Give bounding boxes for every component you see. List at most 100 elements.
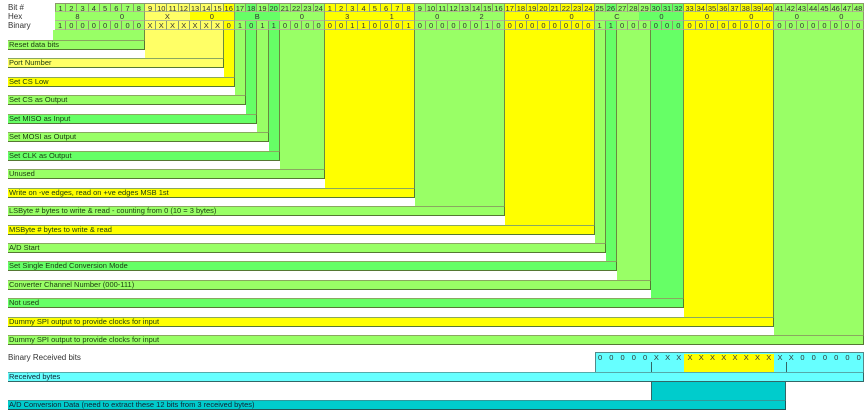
field-label-bar: Set CS Low xyxy=(8,76,235,87)
bit-number-cell: 7 xyxy=(122,3,134,13)
binary-cell: 0 xyxy=(302,21,314,30)
binary-cell: 0 xyxy=(830,21,842,30)
bit-number-cell: 37 xyxy=(729,3,741,13)
binary-cell: 0 xyxy=(751,21,764,30)
binary-cell: 0 xyxy=(650,21,662,30)
received-bit-cell: 0 xyxy=(631,353,636,362)
bit-number-cell: 33 xyxy=(684,3,696,13)
bit-number-cell: 1 xyxy=(324,3,336,13)
binary-cell: 0 xyxy=(549,21,561,30)
received-bit-cell: 0 xyxy=(800,353,805,362)
binary-cell: 0 xyxy=(661,21,674,30)
binary-cell: 0 xyxy=(673,21,685,30)
field-column xyxy=(257,3,269,143)
hex-cell: 3 xyxy=(324,12,370,21)
bit-number-cell: 28 xyxy=(628,3,640,13)
field-label-bar: Set MISO as Input xyxy=(8,113,258,124)
field-column xyxy=(246,3,258,124)
bit-number-cell: 16 xyxy=(223,3,235,13)
binary-cell: 0 xyxy=(369,21,381,30)
binary-cell: 1 xyxy=(234,21,247,30)
received-bit-cell: X xyxy=(777,353,783,362)
binary-cell: 0 xyxy=(560,21,573,30)
received-bit-cell: 0 xyxy=(834,353,839,362)
field-column xyxy=(268,3,280,161)
binary-cell: 1 xyxy=(403,21,415,30)
binary-cell: 0 xyxy=(684,21,696,30)
received-bit-cell: X xyxy=(698,353,704,362)
received-highlight xyxy=(684,354,775,372)
received-bit-cell: X xyxy=(665,353,671,362)
binary-cell: 0 xyxy=(504,21,516,30)
bit-number-cell: 23 xyxy=(572,3,584,13)
field-label-bar: Dummy SPI output to provide clocks for i… xyxy=(8,316,775,327)
bit-number-cell: 11 xyxy=(167,3,179,13)
binary-cell: 0 xyxy=(470,21,483,30)
bit-number-cell: 9 xyxy=(414,3,426,13)
hex-cell: 0 xyxy=(99,12,145,21)
binary-cell: 0 xyxy=(583,21,595,30)
binary-cell: 0 xyxy=(628,21,640,30)
binary-cell: 0 xyxy=(527,21,539,30)
binary-cell: X xyxy=(178,21,190,30)
binary-cell: 1 xyxy=(55,21,67,30)
binary-cell: 1 xyxy=(358,21,370,30)
bit-number-cell: 48 xyxy=(853,3,865,13)
field-label-bar: Write on -ve edges, read on +ve edges MS… xyxy=(8,187,415,198)
hex-cell: X xyxy=(144,12,190,21)
field-column xyxy=(234,3,247,106)
binary-cell: 0 xyxy=(841,21,854,30)
bit-number-cell: 35 xyxy=(706,3,719,13)
binary-cell: 0 xyxy=(425,21,438,30)
bit-number-cell: 19 xyxy=(257,3,269,13)
bit-number-cell: 12 xyxy=(178,3,190,13)
received-bytes-bar: Received bytes xyxy=(8,372,865,382)
bit-number-cell: 13 xyxy=(189,3,202,13)
bit-number-cell: 23 xyxy=(302,3,314,13)
binary-cell: 0 xyxy=(796,21,809,30)
bit-number-cell: 34 xyxy=(695,3,707,13)
field-label-bar: LSByte # bytes to write & read - countin… xyxy=(8,206,505,217)
received-bit-cell: X xyxy=(653,353,659,362)
field-label-bar: MSByte # bytes to write & read xyxy=(8,224,595,235)
received-bit-cell: 0 xyxy=(822,353,828,362)
bit-number-cell: 18 xyxy=(515,3,528,13)
hex-cell: 0 xyxy=(729,12,775,21)
binary-cell: 0 xyxy=(122,21,134,30)
bit-number-cell: 6 xyxy=(111,3,123,13)
hex-cell: 0 xyxy=(684,12,730,21)
binary-cell: 0 xyxy=(774,21,786,30)
bit-number-cell: 21 xyxy=(549,3,561,13)
received-bit-cell: 0 xyxy=(620,353,625,362)
bit-number-cell: 6 xyxy=(380,3,393,13)
binary-cell: 0 xyxy=(392,21,404,30)
binary-cell: 1 xyxy=(347,21,359,30)
field-label-bar: Set Single Ended Conversion Mode xyxy=(8,261,617,272)
bit-number-cell: 15 xyxy=(482,3,494,13)
hex-cell: 1 xyxy=(369,12,415,21)
binary-cell: 0 xyxy=(639,21,651,30)
bit-number-cell: 29 xyxy=(639,3,651,13)
binary-cell: 0 xyxy=(414,21,426,30)
binary-cell: 1 xyxy=(268,21,280,30)
bit-number-cell: 4 xyxy=(358,3,370,13)
field-column xyxy=(414,3,505,217)
binary-cell: 0 xyxy=(538,21,550,30)
bit-number-cell: 22 xyxy=(560,3,573,13)
bit-number-cell: 15 xyxy=(212,3,224,13)
binary-cell: X xyxy=(167,21,179,30)
field-column xyxy=(684,3,775,327)
bit-number-cell: 43 xyxy=(796,3,809,13)
header-hex-label: Hex xyxy=(8,12,23,21)
hex-cell: 8 xyxy=(55,12,100,21)
hex-cell: 0 xyxy=(774,12,820,21)
field-column xyxy=(223,3,235,87)
binary-cell: 0 xyxy=(808,21,820,30)
received-bits-label: Binary Received bits xyxy=(8,353,81,362)
bit-number-cell: 38 xyxy=(740,3,752,13)
received-bit-cell: X xyxy=(676,353,682,362)
binary-cell: 0 xyxy=(515,21,528,30)
bit-number-cell: 3 xyxy=(77,3,89,13)
binary-cell: 0 xyxy=(111,21,123,30)
received-bit-cell: 0 xyxy=(643,353,648,362)
